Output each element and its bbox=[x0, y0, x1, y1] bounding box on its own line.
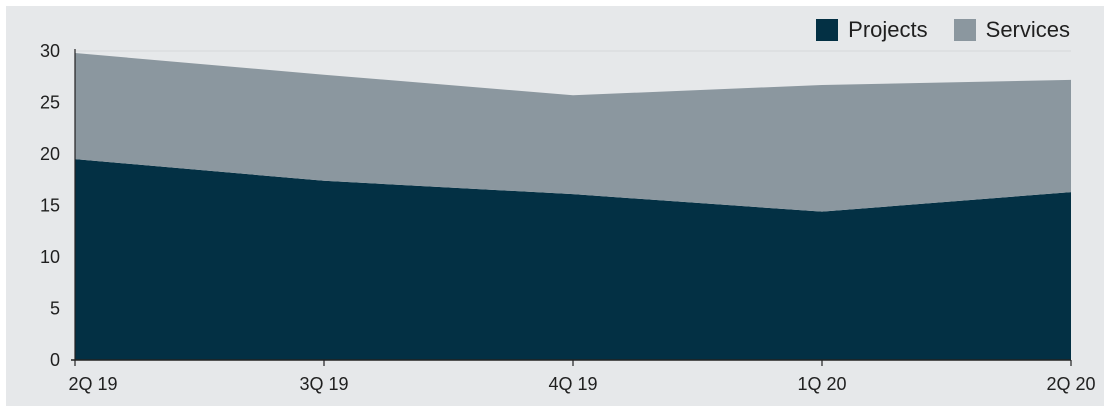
y-tick-label: 0 bbox=[50, 350, 60, 370]
y-tick-label: 10 bbox=[40, 247, 60, 267]
legend-label-projects: Projects bbox=[848, 17, 928, 42]
y-tick-label: 20 bbox=[40, 144, 60, 164]
x-tick-label: 3Q 19 bbox=[299, 374, 348, 394]
x-tick-label: 2Q 19 bbox=[68, 374, 117, 394]
x-tick-label: 1Q 20 bbox=[797, 374, 846, 394]
y-tick-label: 5 bbox=[50, 299, 60, 319]
legend-item-projects: Projects bbox=[816, 17, 928, 43]
legend-label-services: Services bbox=[985, 17, 1070, 42]
y-tick-label: 25 bbox=[40, 93, 60, 113]
area-series-services bbox=[75, 53, 1071, 212]
x-tick-label: 2Q 20 bbox=[1046, 374, 1095, 394]
y-tick-label: 30 bbox=[40, 41, 60, 61]
legend-swatch-projects bbox=[816, 19, 839, 41]
y-tick-label: 15 bbox=[40, 196, 60, 216]
legend-swatch-services bbox=[953, 19, 976, 41]
legend-item-services: Services bbox=[953, 17, 1070, 43]
x-tick-label: 4Q 19 bbox=[548, 374, 597, 394]
legend: Projects Services bbox=[816, 17, 1070, 43]
area-series-projects bbox=[75, 159, 1071, 360]
